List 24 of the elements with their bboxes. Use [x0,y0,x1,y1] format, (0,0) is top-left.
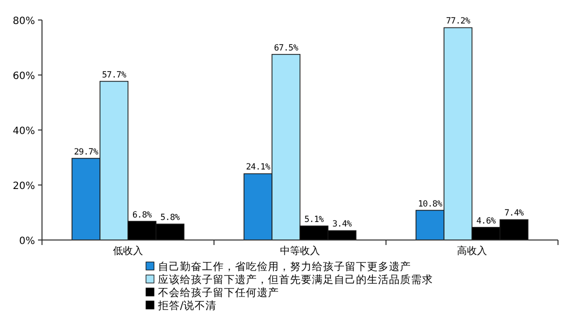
y-tick-label: 0% [19,236,35,247]
y-tick-label: 80% [12,16,35,27]
data-label: 67.5% [274,43,298,54]
data-label: 4.6% [476,216,496,226]
data-label: 10.8% [418,199,442,210]
x-tick-label: 低收入 [113,245,143,257]
x-tick-label: 中等收入 [280,245,320,257]
y-tick-label: 20% [12,181,35,192]
data-label: 77.2% [446,16,470,27]
legend-label: 不会给孩子留下任何遗产 [158,286,279,299]
legend-label: 拒答/说不清 [157,299,217,312]
data-label: 57.7% [102,70,126,80]
legend-label: 自己勤奋工作，省吃俭用，努力给孩子留下更多遗产 [158,260,411,273]
x-tick-label: 高收入 [457,245,487,257]
legend-label: 应该给孩子留下遗产，但首先要满足自己的生活品质需求 [158,273,433,286]
data-label: 29.7% [74,147,98,158]
data-label: 7.4% [504,208,524,219]
y-tick-label: 40% [12,126,35,137]
data-label: 6.8% [132,210,152,220]
data-label: 24.1% [246,162,270,173]
y-tick-label: 60% [12,71,35,82]
data-label: 3.4% [332,220,352,230]
data-label: 5.1% [304,214,324,225]
data-label: 5.8% [160,213,180,224]
